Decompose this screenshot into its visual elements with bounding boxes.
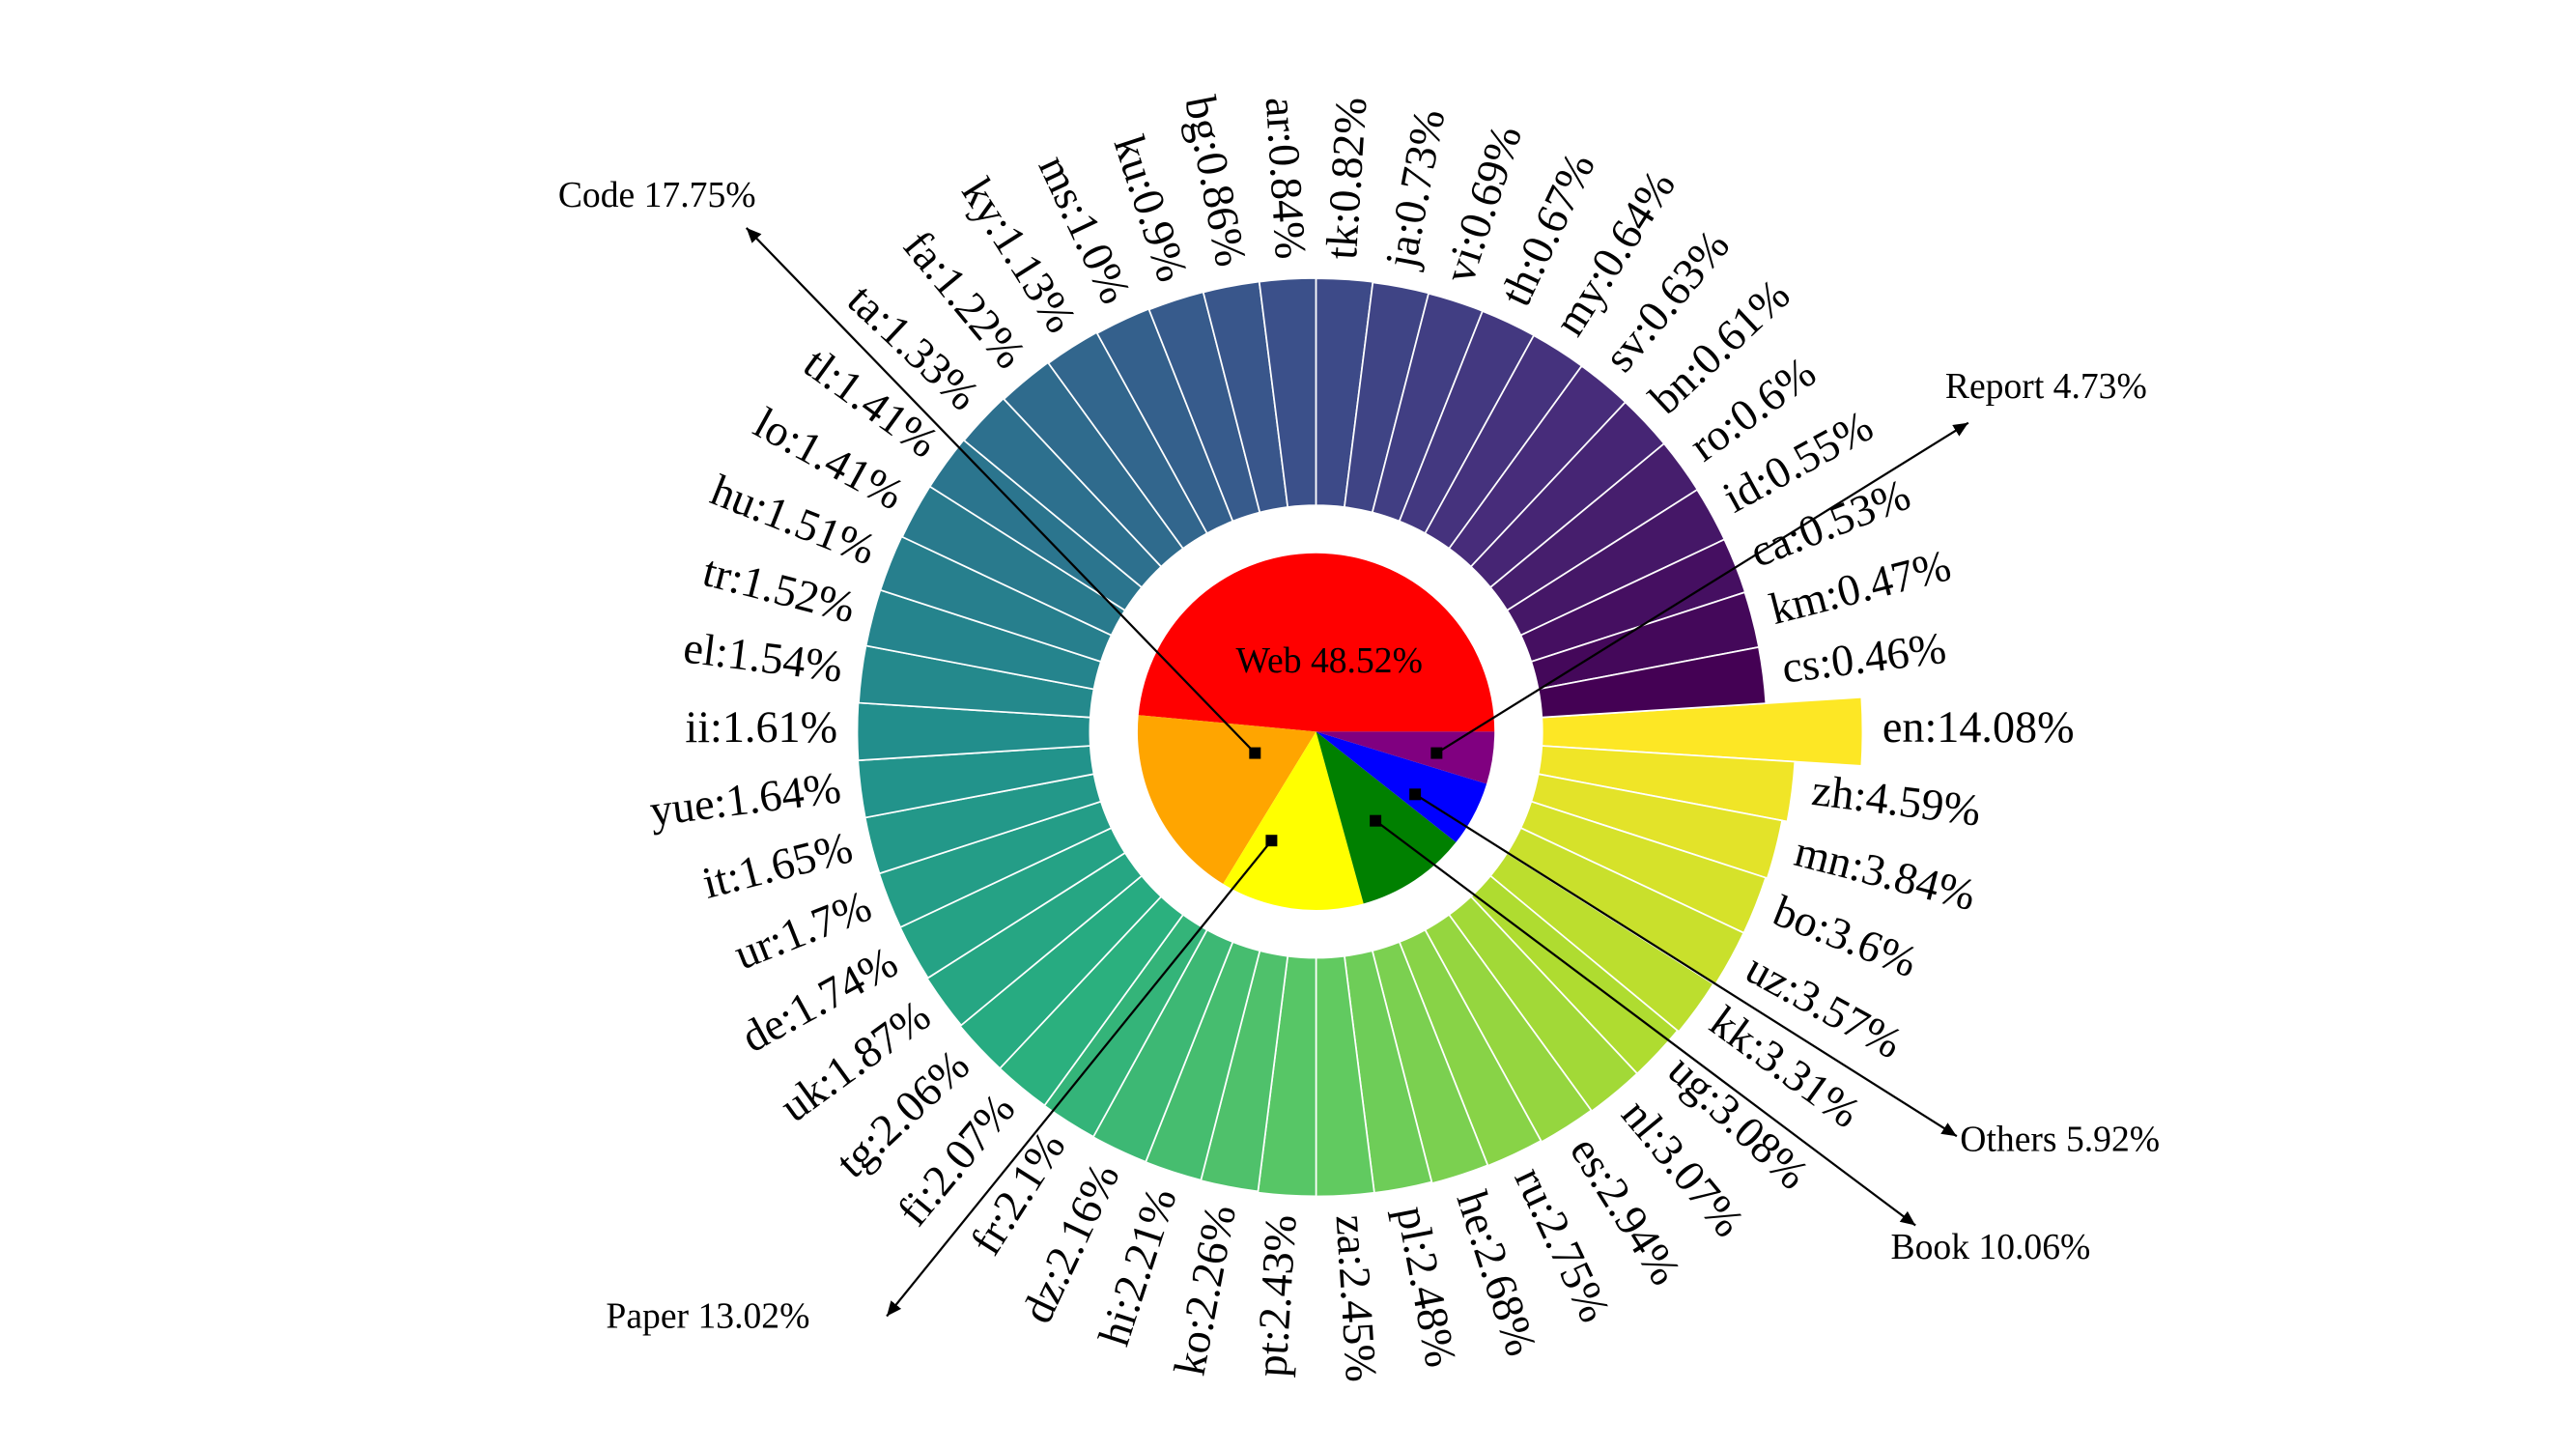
bar [925, 851, 1144, 1027]
bar-label: en:14.08% [1882, 702, 2075, 752]
pie-label: Paper 13.02% [606, 1296, 809, 1337]
annotation-arrow [1435, 421, 1969, 754]
pie-slice [1138, 553, 1495, 732]
bar [1257, 954, 1317, 1198]
bar [1488, 851, 1715, 1034]
bar-label: cs:0.46% [1779, 623, 1948, 693]
annotation-arrow [745, 227, 1257, 754]
pie-slice [1137, 715, 1316, 884]
annotation-arrow [886, 839, 1273, 1318]
pie-slice [1316, 731, 1487, 842]
bar-label: pl:2.48% [1387, 1203, 1466, 1371]
bar-label: ar:0.84% [1257, 96, 1316, 261]
bar [1371, 941, 1489, 1185]
bar [1448, 895, 1639, 1113]
pie-slice [1316, 731, 1457, 904]
annotation-point [1249, 747, 1261, 759]
bar-label: el:1.54% [681, 622, 845, 691]
pie-label: Others 5.92% [1960, 1120, 2160, 1160]
bar-label: yue:1.64% [647, 762, 843, 835]
annotation-point [1370, 814, 1382, 827]
annotation-point [1430, 747, 1443, 759]
bar [1537, 745, 1797, 823]
pie-label: Code 17.75% [558, 175, 756, 215]
bar-label: zh:4.59% [1809, 765, 1984, 836]
pie-label: Web 48.52% [1236, 640, 1423, 681]
bar [1541, 696, 1864, 767]
bar [958, 874, 1163, 1070]
bar-label: pt:2.43% [1246, 1213, 1305, 1378]
pie-slice [1223, 731, 1364, 910]
annotation-point [1265, 835, 1278, 847]
pie-label: Report 4.73% [1945, 366, 2147, 407]
annotation-arrow [1414, 793, 1958, 1138]
bar-label: tk:0.82% [1316, 96, 1375, 261]
bar-label: za:2.45% [1327, 1213, 1387, 1383]
bar-label: ii:1.61% [685, 702, 837, 752]
bar-label: ko:2.26% [1165, 1201, 1245, 1379]
bar [1424, 913, 1593, 1144]
annotation-arrow [1374, 819, 1916, 1227]
bar [1537, 645, 1768, 719]
bar [1047, 330, 1208, 551]
bar [1530, 773, 1784, 880]
pie-label: Book 10.06% [1891, 1227, 2091, 1267]
annotation-point [1409, 788, 1422, 801]
